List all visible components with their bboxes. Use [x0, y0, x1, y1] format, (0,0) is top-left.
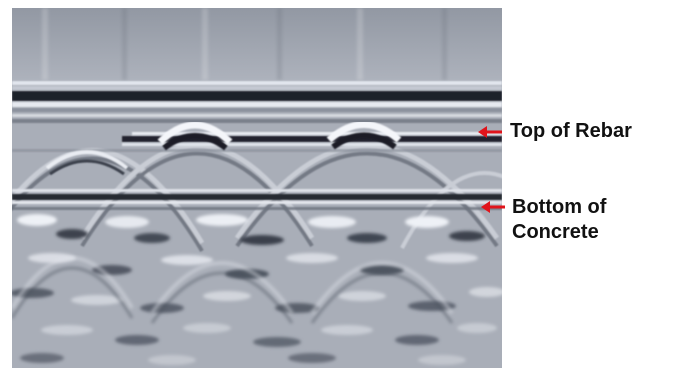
- rebar-apexes: [45, 121, 402, 176]
- top-of-rebar-band: [12, 132, 502, 152]
- bottom-of-concrete-label-line2: Concrete: [512, 221, 599, 243]
- top-of-rebar-arrow-icon: [478, 126, 502, 138]
- scan-air-region: [12, 8, 502, 80]
- deep-hyperbola-tails: [12, 256, 454, 324]
- gpr-scan-image: [12, 8, 502, 368]
- surface-reflection: [12, 81, 502, 123]
- bottom-of-concrete-label-line1: Bottom of: [512, 196, 607, 218]
- scan-streaks: [42, 8, 447, 80]
- bottom-of-concrete-arrow-icon: [481, 201, 505, 213]
- top-of-rebar-label: Top of Rebar: [510, 120, 632, 142]
- bottom-of-concrete-band: [12, 189, 502, 210]
- bottom-of-concrete-label: Bottom of Concrete: [512, 195, 606, 245]
